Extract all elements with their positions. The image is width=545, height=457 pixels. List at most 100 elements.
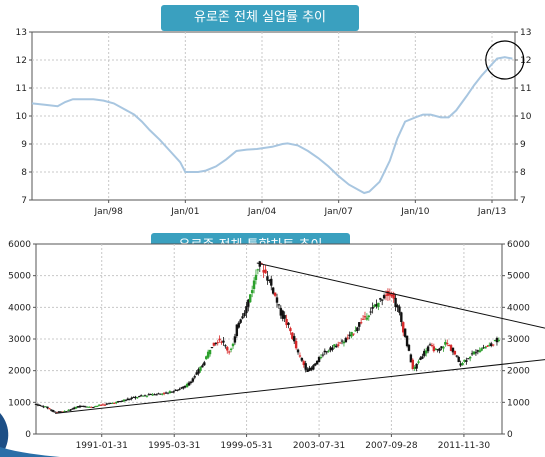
y-tick-label-left: 5000 bbox=[8, 272, 31, 282]
y-tick-label-left: 12 bbox=[16, 56, 27, 66]
candle-body bbox=[461, 363, 464, 365]
candle-body bbox=[352, 333, 355, 335]
candle-body bbox=[470, 353, 474, 355]
candle-body bbox=[197, 369, 200, 374]
candle-body bbox=[189, 381, 193, 384]
candle-body bbox=[298, 355, 302, 357]
candle-body bbox=[472, 351, 476, 355]
candle-body bbox=[340, 340, 344, 342]
y-tick-label-right: 0 bbox=[507, 430, 513, 440]
candle-body bbox=[294, 341, 298, 349]
candle-body bbox=[172, 391, 175, 393]
y-tick-label-right: 11 bbox=[520, 84, 531, 94]
y-tick-label-right: 7 bbox=[520, 196, 526, 206]
candle-body bbox=[203, 362, 206, 366]
candle-body bbox=[438, 348, 441, 351]
y-tick-label-right: 9 bbox=[520, 140, 526, 150]
candle-body bbox=[206, 351, 210, 358]
candle-body bbox=[63, 410, 66, 412]
x-tick-label: 2011-11-30 bbox=[438, 441, 491, 451]
candle-body bbox=[195, 372, 198, 375]
candle-body bbox=[384, 294, 388, 296]
candle-body bbox=[180, 387, 183, 389]
candle-body bbox=[321, 354, 325, 356]
candle-body bbox=[447, 345, 451, 347]
candle-body bbox=[138, 396, 141, 398]
candle-body bbox=[467, 358, 470, 360]
candle-body bbox=[317, 357, 321, 362]
candle-body bbox=[187, 382, 191, 386]
candle-body bbox=[296, 349, 300, 353]
candle-body bbox=[231, 343, 235, 347]
x-tick-label: 2007-09-28 bbox=[365, 441, 418, 451]
candle-body bbox=[73, 407, 76, 410]
candle-body bbox=[361, 318, 365, 320]
candle-body bbox=[407, 344, 411, 351]
candle-body bbox=[419, 357, 422, 360]
x-tick-label: 1999-05-31 bbox=[220, 441, 272, 451]
candle-body bbox=[182, 386, 185, 389]
candle-body bbox=[67, 409, 70, 411]
y-tick-label-right: 6000 bbox=[507, 240, 530, 250]
candle-body bbox=[379, 298, 382, 300]
candle-body bbox=[250, 290, 254, 294]
candle-body bbox=[495, 338, 499, 343]
candle-body bbox=[147, 394, 151, 396]
y-tick-label-right: 4000 bbox=[507, 303, 530, 313]
candle-body bbox=[465, 360, 468, 362]
candle-body bbox=[233, 336, 237, 343]
candle-body bbox=[491, 344, 495, 346]
candle-body bbox=[337, 344, 340, 346]
candle-body bbox=[417, 361, 420, 363]
candle-body bbox=[392, 293, 395, 299]
y-tick-label-left: 10 bbox=[16, 112, 28, 122]
candle-body bbox=[168, 391, 172, 394]
candle-body bbox=[166, 392, 170, 394]
candle-body bbox=[245, 306, 248, 314]
candle-body bbox=[377, 302, 380, 308]
candle-body bbox=[155, 394, 158, 396]
highlight-circle-icon bbox=[485, 40, 525, 80]
candle-body bbox=[319, 357, 323, 359]
candle-body bbox=[220, 341, 223, 343]
candle-body bbox=[227, 351, 231, 353]
y-tick-label-left: 1000 bbox=[8, 398, 31, 408]
candle-body bbox=[214, 343, 217, 345]
candle-body bbox=[57, 411, 61, 413]
candle-body bbox=[289, 328, 292, 332]
candle-body bbox=[212, 342, 216, 346]
candle-body bbox=[237, 322, 240, 328]
x-tick-label: Jan/04 bbox=[247, 207, 277, 217]
candle-body bbox=[314, 363, 317, 366]
candle-body bbox=[96, 405, 99, 407]
candle-body bbox=[365, 317, 369, 320]
y-tick-label-left: 3000 bbox=[8, 335, 31, 345]
candle-body bbox=[120, 400, 124, 402]
candle-body bbox=[390, 294, 393, 297]
candle-body bbox=[363, 316, 367, 318]
candle-body bbox=[205, 356, 208, 360]
x-tick-label: Jan/10 bbox=[400, 207, 430, 217]
candle-body bbox=[103, 404, 107, 406]
candle-body bbox=[453, 350, 457, 355]
candle-body bbox=[323, 350, 327, 353]
y-tick-label-left: 9 bbox=[21, 140, 27, 150]
candle-body bbox=[354, 330, 357, 332]
candle-body bbox=[101, 404, 105, 406]
candle-body bbox=[333, 344, 336, 347]
candle-body bbox=[264, 269, 267, 274]
candle-body bbox=[42, 406, 45, 408]
y-tick-label-right: 12 bbox=[520, 56, 531, 66]
candle-body bbox=[426, 346, 430, 352]
candle-body bbox=[402, 322, 405, 333]
candle-body bbox=[478, 350, 481, 353]
y-tick-label-left: 11 bbox=[16, 84, 27, 94]
y-tick-label-left: 4000 bbox=[8, 303, 31, 313]
candle-body bbox=[48, 408, 51, 410]
candle-body bbox=[315, 360, 319, 365]
candle-body bbox=[367, 315, 371, 318]
y-tick-label-left: 2000 bbox=[8, 367, 31, 377]
candle-body bbox=[239, 319, 242, 323]
candle-body bbox=[53, 411, 57, 413]
candle-body bbox=[308, 367, 311, 372]
